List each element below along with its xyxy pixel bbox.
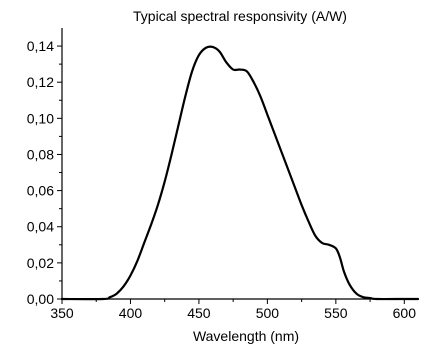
x-tick-label: 500: [256, 305, 280, 321]
y-tick-label: 0,06: [27, 183, 54, 199]
y-tick-label: 0,08: [27, 146, 54, 162]
x-tick-label: 350: [50, 305, 74, 321]
y-tick-label: 0,14: [27, 38, 54, 54]
x-tick-label: 550: [324, 305, 348, 321]
responsivity-curve: [60, 45, 420, 301]
x-axis-title: Wavelength (nm): [193, 328, 299, 344]
x-tick-label: 450: [187, 305, 211, 321]
chart-title: Typical spectral responsivity (A/W): [133, 8, 347, 24]
y-tick-label: 0,00: [27, 291, 54, 307]
y-tick-label: 0,04: [27, 219, 54, 235]
y-tick-label: 0,02: [27, 255, 54, 271]
plot-area: 0,00 0,02 0,04 0,06 0,08 0,10 0,12 0,14 350 400 45…: [27, 28, 420, 321]
y-tick-label: 0,12: [27, 74, 54, 90]
x-tick-label: 600: [393, 305, 417, 321]
x-tick-label: 400: [119, 305, 143, 321]
y-tick-label: 0,10: [27, 110, 54, 126]
